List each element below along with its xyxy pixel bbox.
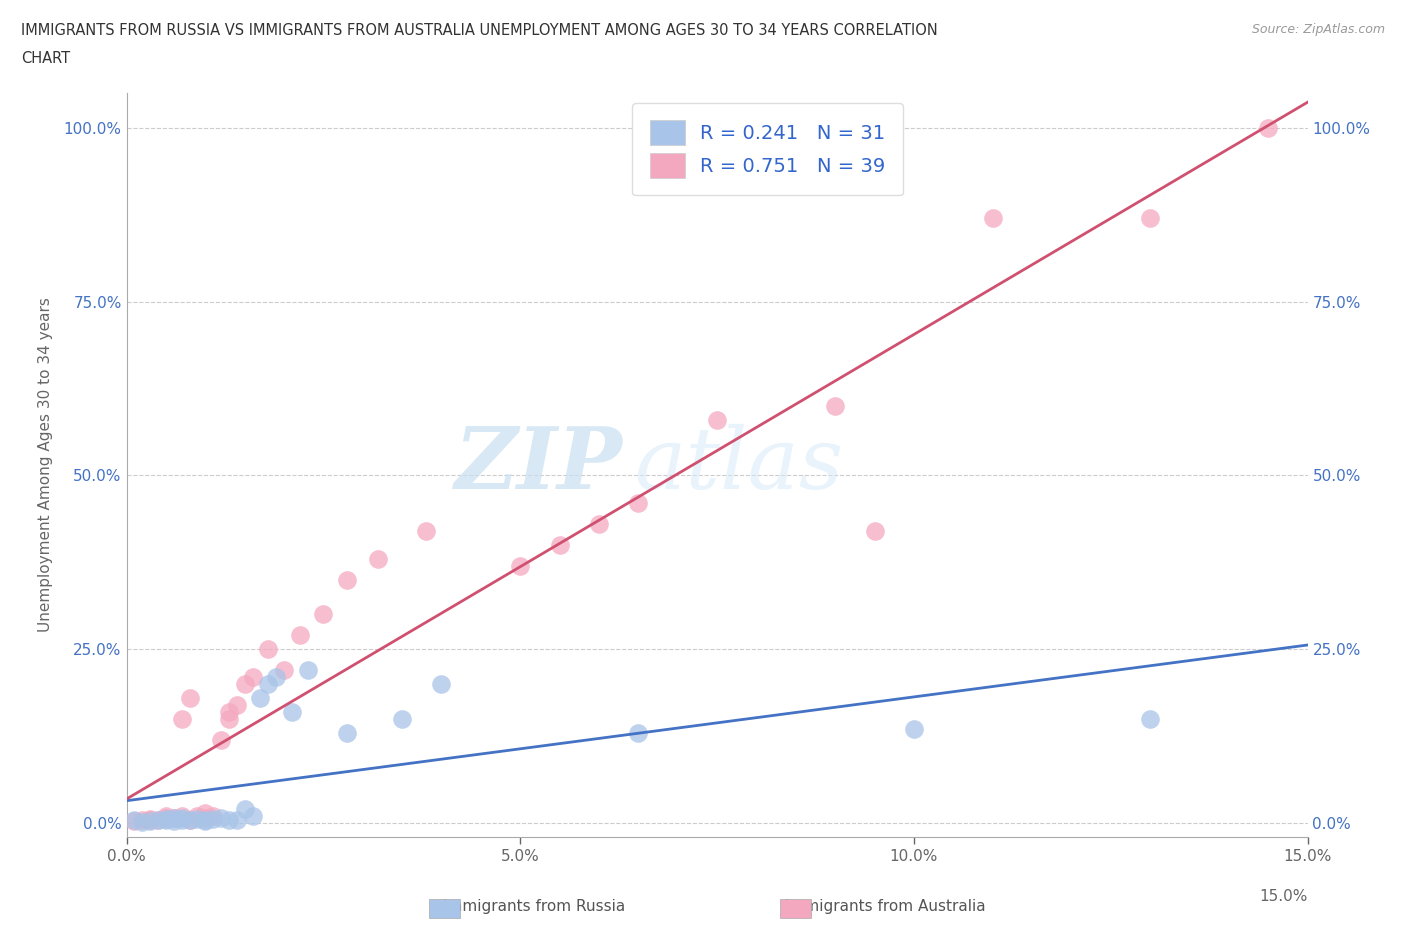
Point xyxy=(225,813,247,828)
Point xyxy=(981,211,1004,226)
Text: atlas: atlas xyxy=(634,424,844,506)
Point xyxy=(903,722,925,737)
Point xyxy=(336,725,359,740)
Point xyxy=(163,811,186,826)
Point xyxy=(242,809,264,824)
Point xyxy=(430,677,453,692)
Point xyxy=(131,815,153,830)
Point xyxy=(312,607,335,622)
Point xyxy=(1139,211,1161,226)
Point xyxy=(209,811,232,826)
Point xyxy=(233,802,256,817)
Point xyxy=(155,810,177,825)
Text: 15.0%: 15.0% xyxy=(1260,889,1308,904)
Point xyxy=(627,725,650,740)
Point xyxy=(627,496,650,511)
Point xyxy=(1257,120,1279,135)
Point xyxy=(824,398,846,413)
Point xyxy=(249,690,271,705)
Point xyxy=(131,812,153,827)
Text: Source: ZipAtlas.com: Source: ZipAtlas.com xyxy=(1251,23,1385,36)
Point xyxy=(281,704,304,719)
Point xyxy=(218,812,240,827)
Point xyxy=(139,814,162,829)
Text: CHART: CHART xyxy=(21,51,70,66)
Point xyxy=(186,812,208,827)
Point xyxy=(170,809,193,824)
Y-axis label: Unemployment Among Ages 30 to 34 years: Unemployment Among Ages 30 to 34 years xyxy=(38,298,52,632)
Point xyxy=(509,558,531,573)
Point xyxy=(170,810,193,825)
Point xyxy=(863,524,886,538)
Point xyxy=(367,551,389,566)
Point xyxy=(179,690,201,705)
Point xyxy=(139,813,162,828)
Point xyxy=(194,814,217,829)
Point xyxy=(194,805,217,820)
Point xyxy=(706,412,728,427)
Point xyxy=(218,711,240,726)
Text: Immigrants from Russia: Immigrants from Russia xyxy=(443,899,626,914)
Point xyxy=(209,732,232,747)
Point xyxy=(242,670,264,684)
Point xyxy=(273,663,295,678)
Point xyxy=(225,698,247,712)
Point xyxy=(155,812,177,827)
Point xyxy=(194,810,217,825)
Point xyxy=(186,809,208,824)
Point xyxy=(139,812,162,827)
Legend: R = 0.241   N = 31, R = 0.751   N = 39: R = 0.241 N = 31, R = 0.751 N = 39 xyxy=(633,102,903,195)
Point xyxy=(233,677,256,692)
Point xyxy=(179,812,201,827)
Point xyxy=(202,812,225,827)
Point xyxy=(257,677,280,692)
Text: IMMIGRANTS FROM RUSSIA VS IMMIGRANTS FROM AUSTRALIA UNEMPLOYMENT AMONG AGES 30 T: IMMIGRANTS FROM RUSSIA VS IMMIGRANTS FRO… xyxy=(21,23,938,38)
Point xyxy=(155,809,177,824)
Point xyxy=(124,814,146,829)
Point xyxy=(163,811,186,826)
Point xyxy=(391,711,413,726)
Point xyxy=(297,663,319,678)
Point xyxy=(179,813,201,828)
Text: ZIP: ZIP xyxy=(454,423,623,507)
Point xyxy=(218,704,240,719)
Point xyxy=(415,524,437,538)
Point xyxy=(202,809,225,824)
Point xyxy=(548,538,571,552)
Point xyxy=(288,628,311,643)
Point xyxy=(146,812,169,827)
Point xyxy=(170,711,193,726)
Point xyxy=(588,517,610,532)
Point xyxy=(257,642,280,657)
Point xyxy=(1139,711,1161,726)
Point xyxy=(264,670,287,684)
Point xyxy=(155,812,177,827)
Point xyxy=(170,812,193,827)
Point xyxy=(124,812,146,827)
Point xyxy=(146,813,169,828)
Point xyxy=(336,572,359,587)
Point xyxy=(163,814,186,829)
Text: Immigrants from Australia: Immigrants from Australia xyxy=(786,899,986,914)
Point xyxy=(194,812,217,827)
